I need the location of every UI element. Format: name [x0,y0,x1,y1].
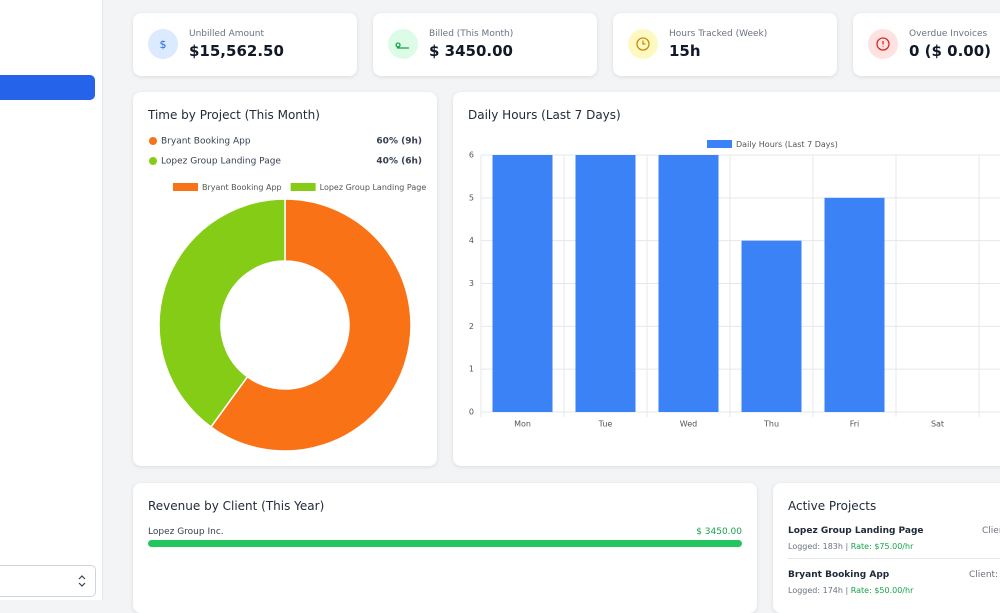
card-title: Revenue by Client (This Year) [148,499,325,513]
project-name[interactable]: Bryant Booking App [788,570,890,580]
select-arrow [78,575,86,587]
project-client: Clien [982,526,1000,536]
chart-card: Time by Project (This Month) [133,92,437,466]
project-logged: Logged: 174h | Rate: $50.00/hr [788,586,913,595]
card-title: Active Projects [788,499,877,513]
client-name: Lopez Group Inc. [148,527,224,537]
stat-card: Billed (This Month) $ 3450.00 [373,13,597,76]
revenue-card: Revenue by Client (This Year) Lopez Grou… [133,483,757,613]
divider [788,558,1000,559]
rate: Rate: $50.00/hr [850,586,914,595]
nav-active-item[interactable] [0,75,95,100]
logged: Logged: 183h | [788,542,849,551]
project-client: Client: Br [969,570,1000,580]
stat-label: Billed (This Month) [429,29,514,39]
stat-icon: $ [148,29,178,59]
rate: Rate: $75.00/hr [850,542,914,551]
stat-value: $ 3450.00 [429,42,513,60]
project-name[interactable]: Lopez Group Landing Page [788,526,924,536]
svg-text:$: $ [160,38,167,51]
stat-card: Hours Tracked (Week) 15h [613,13,837,76]
stat-value: 0 ($ 0.00) [909,42,992,60]
select[interactable] [0,565,96,597]
stat-card: Overdue Invoices 0 ($ 0.00) [853,13,1000,76]
projects-card: Active Projects Lopez Group Landing Page… [773,483,1000,613]
stat-icon [628,29,658,59]
chart-card: Daily Hours (Last 7 Days) [453,92,1000,466]
sidebar [0,0,103,600]
stat-icon [868,29,898,59]
stat-label: Unbilled Amount [189,29,264,39]
project-logged: Logged: 183h | Rate: $75.00/hr [788,542,913,551]
stat-value: 15h [669,42,701,60]
client-amount: $ 3450.00 [696,527,742,537]
logged: Logged: 174h | [788,586,849,595]
stat-card: $ Unbilled Amount $15,562.50 [133,13,357,76]
card-title: Daily Hours (Last 7 Days) [468,108,621,122]
stat-label: Hours Tracked (Week) [669,29,768,39]
revenue-bar [148,540,742,547]
stat-label: Overdue Invoices [909,29,988,39]
stat-value: $15,562.50 [189,42,284,60]
stat-icon [388,29,418,59]
card-title: Time by Project (This Month) [148,108,320,122]
